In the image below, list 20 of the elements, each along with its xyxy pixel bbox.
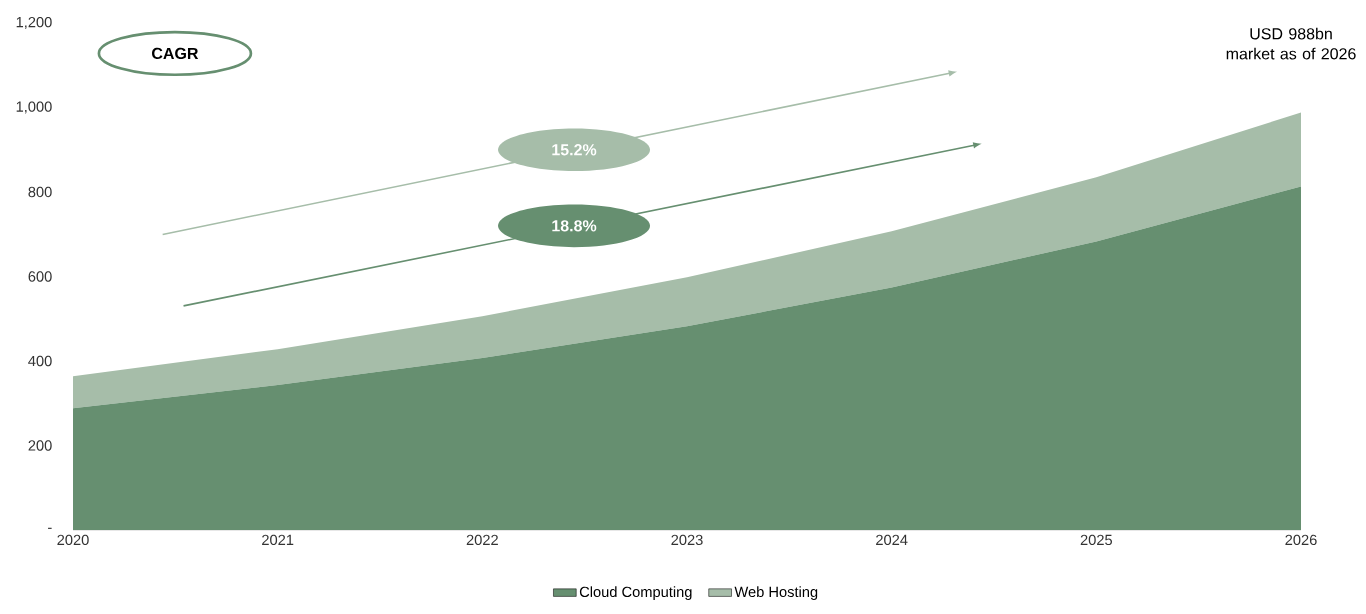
annotation: 18.8% <box>552 220 597 232</box>
x-tick-label: 2022 <box>466 534 498 546</box>
annotation: 15.2% <box>552 144 597 156</box>
y-tick-label: 800 <box>28 186 52 198</box>
annotation: USD 988bn market as of 2026 <box>1226 27 1356 60</box>
y-tick-label: - <box>48 527 52 529</box>
x-tick-label: 2024 <box>876 534 908 546</box>
y-tick-label: 200 <box>28 440 52 451</box>
x-tick-label: 2025 <box>1080 534 1113 546</box>
legend-label: Web Hosting <box>734 586 818 600</box>
x-tick-label: 2026 <box>1285 534 1317 546</box>
legend-label: Cloud Computing <box>579 586 692 600</box>
x-tick-label: 2023 <box>671 534 703 546</box>
x-tick-label: 2021 <box>262 534 294 546</box>
y-tick-label: 1,000 <box>16 101 52 114</box>
y-tick-label: 400 <box>28 355 52 367</box>
y-tick-label: 1,200 <box>16 16 52 30</box>
y-tick-label: 600 <box>28 271 52 282</box>
annotation: CAGR <box>152 47 199 60</box>
x-tick-label: 2020 <box>57 534 89 546</box>
